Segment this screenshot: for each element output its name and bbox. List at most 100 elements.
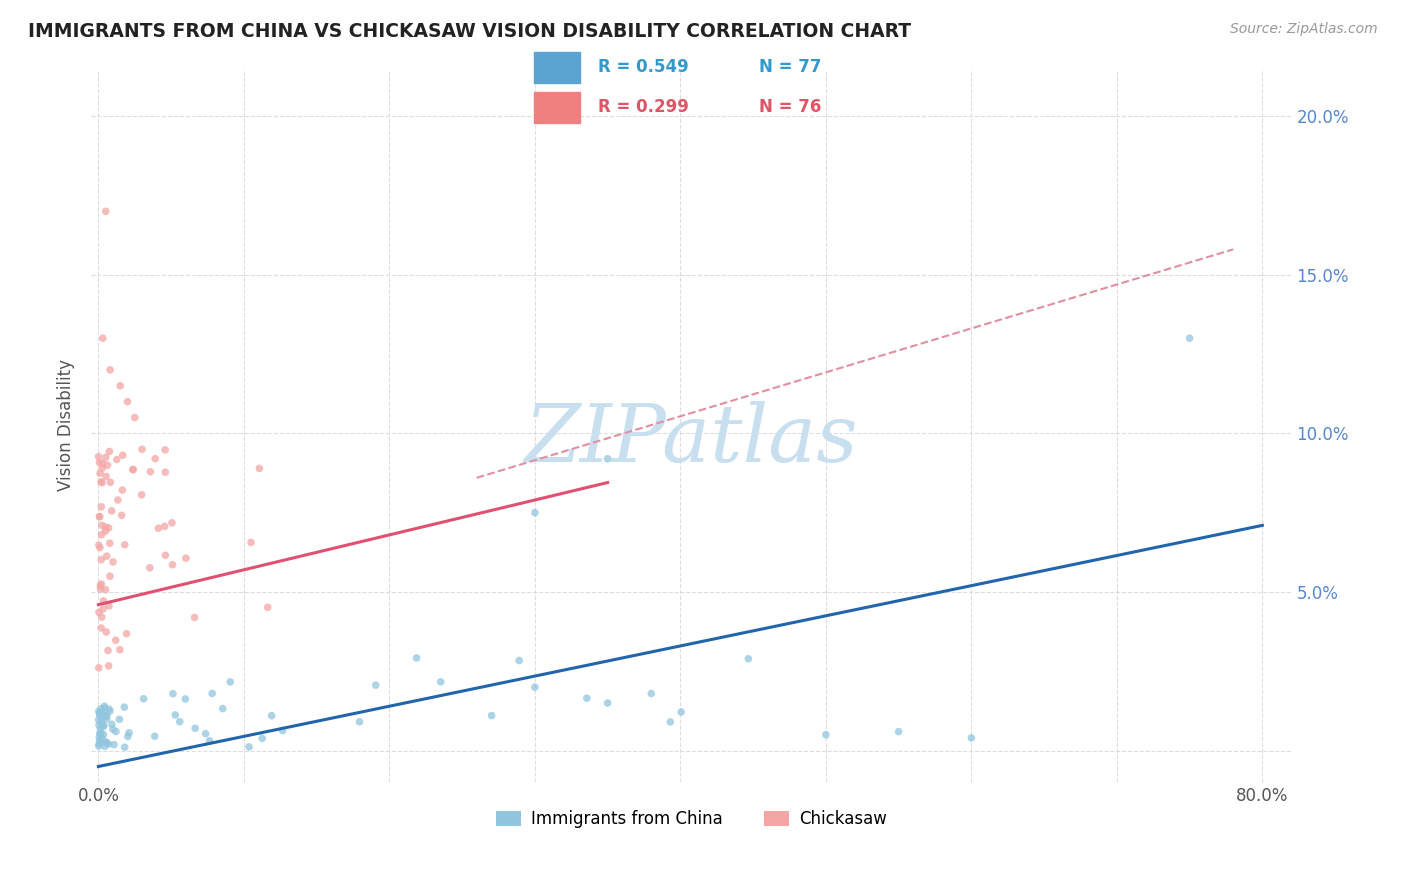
Point (96, 458, 118, 472)
Point (87, 538, 110, 552)
Point (89, 509, 111, 524)
Point (91, 461, 114, 475)
Point (96, 708, 118, 723)
Point (89, 541, 111, 555)
Point (89, 466, 111, 480)
Point (111, 483, 134, 497)
Point (143, 729, 166, 743)
Point (89, 706, 111, 721)
Point (87, 450, 110, 464)
Point (104, 633, 127, 648)
Point (89, 726, 111, 740)
Point (124, 410, 146, 425)
Point (201, 686, 224, 700)
Point (110, 378, 132, 392)
Point (122, 462, 145, 476)
Point (90, 527, 112, 541)
Point (89, 708, 111, 723)
Point (90, 706, 112, 721)
Point (250, 731, 273, 746)
Point (98, 569, 121, 583)
Point (117, 730, 139, 744)
Point (96, 736, 118, 750)
Point (117, 394, 139, 409)
Point (94, 469, 117, 483)
Point (89, 509, 111, 524)
Point (89, 726, 111, 740)
Point (260, 708, 283, 723)
Point (96, 624, 118, 639)
Point (94, 701, 117, 715)
Point (91, 731, 114, 746)
Point (87, 713, 110, 727)
Point (211, 701, 233, 715)
Text: N = 77: N = 77 (759, 59, 821, 77)
Point (96, 735, 118, 749)
Point (508, 653, 530, 667)
Point (94, 582, 117, 597)
Text: R = 0.299: R = 0.299 (598, 98, 689, 116)
Point (596, 451, 619, 466)
Point (165, 708, 187, 723)
Point (256, 600, 278, 615)
Point (96, 712, 118, 726)
Point (219, 674, 242, 689)
Point (108, 642, 131, 657)
Point (523, 506, 546, 520)
Point (87, 705, 110, 719)
Point (87, 739, 110, 753)
Point (148, 521, 170, 535)
Point (640, 686, 662, 700)
Point (94, 524, 117, 538)
Y-axis label: Vision Disability: Vision Disability (58, 359, 75, 491)
Point (153, 442, 176, 457)
Point (89, 722, 111, 736)
Point (89, 726, 111, 740)
Point (184, 721, 207, 735)
Point (89, 706, 111, 721)
Point (174, 692, 197, 706)
Point (114, 538, 136, 552)
Point (143, 451, 166, 466)
Point (110, 508, 132, 523)
Point (118, 725, 141, 739)
Point (90, 621, 112, 635)
Point (429, 674, 451, 689)
Point (94, 204, 117, 219)
Point (89, 733, 111, 747)
Point (94, 450, 117, 465)
Point (97, 737, 120, 751)
Point (97, 659, 120, 673)
Point (101, 723, 124, 737)
Legend: Immigrants from China, Chickasaw: Immigrants from China, Chickasaw (489, 804, 894, 835)
Point (659, 714, 682, 729)
Point (90, 500, 112, 514)
Point (481, 708, 503, 723)
Point (155, 549, 177, 563)
Point (93, 728, 115, 742)
Point (93, 739, 115, 754)
Point (112, 700, 135, 714)
Point (364, 678, 387, 692)
Point (238, 739, 260, 754)
Point (91, 475, 114, 490)
Point (90, 475, 112, 489)
Bar (534, 53, 581, 83)
Text: IMMIGRANTS FROM CHINA VS CHICKASAW VISION DISABILITY CORRELATION CHART: IMMIGRANTS FROM CHINA VS CHICKASAW VISIO… (28, 22, 911, 41)
Point (960, 731, 983, 745)
Point (90, 552, 112, 566)
Bar (534, 92, 581, 122)
Point (115, 626, 138, 640)
Point (162, 558, 184, 572)
Text: N = 76: N = 76 (759, 98, 821, 116)
Point (737, 652, 759, 666)
Point (98, 599, 121, 613)
Point (596, 696, 619, 710)
Point (153, 519, 176, 533)
Point (139, 465, 162, 479)
Point (1178, 331, 1201, 345)
Point (155, 465, 177, 479)
Point (887, 724, 910, 739)
Point (97, 521, 120, 535)
Point (89, 731, 111, 745)
